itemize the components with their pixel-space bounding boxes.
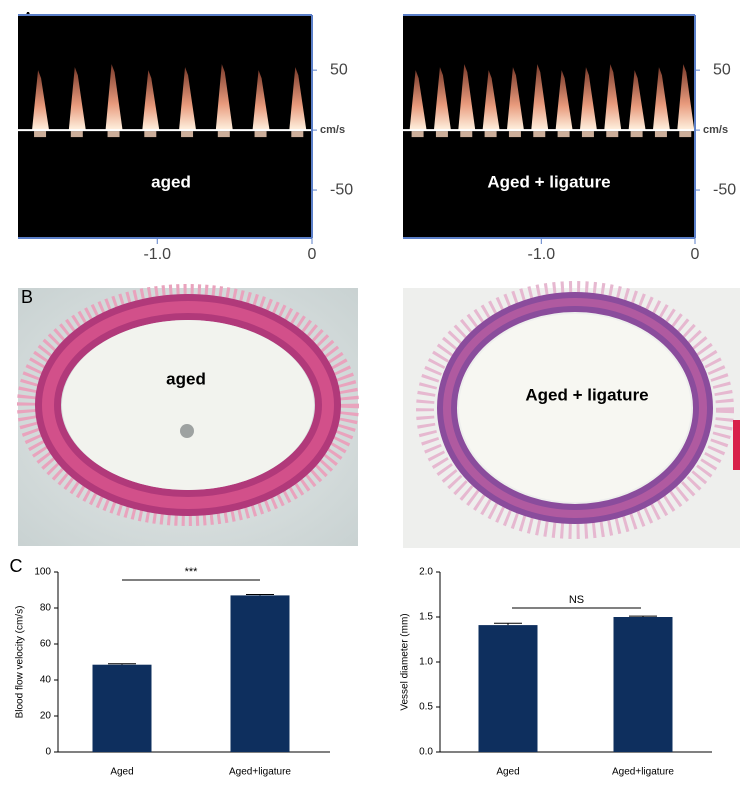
- doppler-reflection: [484, 131, 497, 138]
- doppler-reflection: [217, 131, 230, 138]
- panel-label: B: [21, 287, 33, 307]
- y-tick-label: 40: [40, 675, 52, 686]
- doppler-bg: [403, 15, 695, 238]
- x-tick-label: Aged+ligature: [229, 767, 291, 778]
- doppler-waveform: [482, 70, 500, 131]
- doppler-reflection: [291, 131, 304, 138]
- doppler-reflection: [254, 131, 267, 138]
- histology-label: Aged + ligature: [525, 385, 648, 404]
- doppler-waveform: [433, 67, 451, 131]
- y-tick-label: 60: [40, 639, 52, 650]
- doppler-waveform: [252, 70, 270, 131]
- x-tick-label: Aged: [496, 767, 519, 778]
- y-axis-label: Vessel diameter (mm): [400, 613, 411, 710]
- doppler-reflection: [411, 131, 424, 138]
- doppler-waveform: [409, 70, 427, 131]
- x-tick-label: 0: [308, 246, 317, 263]
- doppler-waveform: [555, 70, 573, 131]
- error-bar: [108, 663, 136, 665]
- significance-label: NS: [569, 594, 584, 606]
- doppler-reflection: [34, 131, 47, 138]
- doppler-waveform: [677, 64, 695, 131]
- y-tick-label: 1.0: [419, 657, 433, 668]
- doppler-reflection: [533, 131, 546, 138]
- doppler-reflection: [654, 131, 667, 138]
- y-tick-label: 50: [330, 61, 348, 78]
- y-axis-label: Blood flow velocity (cm/s): [15, 606, 26, 719]
- y-tick-label: -50: [330, 181, 353, 198]
- doppler-waveform: [215, 64, 233, 131]
- error-bar: [494, 622, 522, 626]
- doppler-reflection: [630, 131, 643, 138]
- y-tick-label: 0: [45, 747, 51, 758]
- doppler-waveform: [604, 64, 622, 131]
- x-tick-label: 0: [691, 246, 700, 263]
- doppler-waveform: [458, 64, 476, 131]
- y-tick-label: 1.5: [419, 612, 433, 623]
- doppler-waveform: [68, 67, 86, 131]
- y-tick-label: 80: [40, 603, 52, 614]
- error-bar: [246, 594, 274, 596]
- doppler-waveform: [289, 67, 307, 131]
- histology-left: [17, 284, 359, 546]
- y-tick-label: cm/s: [320, 124, 345, 136]
- doppler-reflection: [144, 131, 157, 138]
- y-tick-label: 0.0: [419, 747, 433, 758]
- doppler-reflection: [679, 131, 692, 138]
- doppler-waveform: [142, 70, 160, 131]
- x-tick-label: -1.0: [143, 246, 171, 263]
- x-tick-label: Aged: [110, 767, 133, 778]
- bar: [92, 664, 152, 752]
- y-tick-label: 2.0: [419, 567, 433, 578]
- doppler-waveform: [32, 70, 50, 131]
- doppler-reflection: [606, 131, 619, 138]
- doppler-reflection: [508, 131, 521, 138]
- histology-label: aged: [166, 369, 206, 388]
- doppler-reflection: [435, 131, 448, 138]
- doppler-waveform: [105, 64, 123, 131]
- x-tick-label: -1.0: [528, 246, 556, 263]
- y-tick-label: 20: [40, 711, 52, 722]
- bar: [230, 595, 290, 752]
- bar: [478, 625, 538, 752]
- error-bar: [629, 615, 657, 617]
- doppler-reflection: [557, 131, 570, 138]
- doppler-label: aged: [151, 172, 191, 191]
- y-tick-label: 100: [34, 567, 51, 578]
- doppler-reflection: [70, 131, 83, 138]
- y-tick-label: cm/s: [703, 124, 728, 136]
- doppler-reflection: [460, 131, 473, 138]
- doppler-waveform: [179, 67, 197, 131]
- significance-label: ***: [185, 566, 199, 578]
- doppler-waveform: [579, 67, 597, 131]
- x-tick-label: Aged+ligature: [612, 767, 674, 778]
- doppler-waveform: [531, 64, 549, 131]
- y-tick-label: 0.5: [419, 702, 433, 713]
- panel-label: C: [10, 556, 23, 576]
- doppler-waveform: [652, 67, 670, 131]
- y-tick-label: -50: [713, 181, 736, 198]
- y-tick-label: 50: [713, 61, 731, 78]
- doppler-reflection: [581, 131, 594, 138]
- doppler-waveform: [628, 70, 646, 131]
- doppler-waveform: [506, 67, 524, 131]
- doppler-reflection: [181, 131, 194, 138]
- doppler-label: Aged + ligature: [487, 172, 610, 191]
- bar: [613, 617, 673, 752]
- doppler-reflection: [107, 131, 120, 138]
- histology-right: [403, 281, 740, 548]
